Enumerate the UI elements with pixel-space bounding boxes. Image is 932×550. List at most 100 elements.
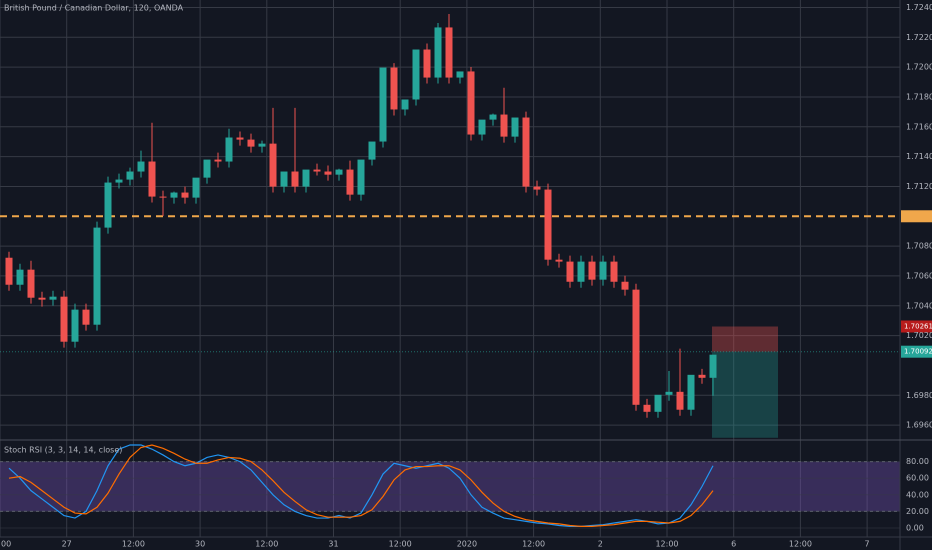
stoch-tick-label: 80.00 [906, 457, 929, 466]
y-tick-label: 1.72000 [906, 63, 932, 72]
entry-tag [901, 345, 932, 358]
candle-body [5, 257, 13, 285]
y-tick-label: 1.70400 [906, 301, 932, 310]
y-tick-label: 1.71800 [906, 92, 932, 101]
candle-body [456, 71, 464, 78]
x-tick-label: 12:00 [255, 540, 278, 549]
candle-body [687, 374, 695, 410]
candle-body [709, 354, 717, 378]
candle-body [247, 139, 255, 147]
candle-body [621, 281, 629, 290]
x-tick-label: 12:00 [655, 540, 678, 549]
candle-body [236, 137, 244, 140]
candle-body [60, 296, 68, 342]
candle-body [379, 67, 387, 142]
x-tick-label: 2020 [457, 540, 477, 549]
candle-body [280, 171, 288, 187]
y-tick-label: 1.70600 [906, 271, 932, 280]
candle-body [434, 27, 442, 78]
stoch-line [8, 444, 714, 527]
candle-body [401, 99, 409, 110]
candle-body [291, 171, 299, 187]
x-tick-label: 30 [195, 540, 205, 549]
candle-body [390, 67, 398, 110]
candle-body [324, 171, 332, 175]
chart-title: British Pound / Canadian Dollar, 120, OA… [4, 4, 184, 13]
entry-tag-label: 1.70092 [904, 348, 932, 356]
y-tick-label: 1.69800 [906, 391, 932, 400]
candle-body [49, 296, 57, 300]
candle-body [82, 309, 90, 325]
x-tick-label: 00 [1, 540, 11, 549]
stop-tag [901, 320, 932, 333]
candle-body [225, 137, 233, 162]
candle-body [203, 159, 211, 178]
candle-body [93, 227, 101, 325]
target-zone [712, 351, 778, 438]
y-tick-label: 1.71600 [906, 122, 932, 131]
candle-body [71, 309, 79, 342]
candle-body [555, 259, 563, 262]
candle-body [126, 171, 134, 180]
candle-body [577, 261, 585, 282]
candle-body [522, 117, 530, 187]
candle-body [181, 192, 189, 198]
x-tick-label: 7 [865, 540, 870, 549]
stoch-tick-label: 40.00 [906, 490, 929, 499]
stoch-tick-label: 60.00 [906, 474, 929, 483]
candle-body [115, 179, 123, 183]
candle-body [346, 169, 354, 195]
candle-body [357, 159, 365, 195]
stop-tag-label: 1.70261 [904, 322, 932, 330]
candle-body [137, 161, 145, 172]
candle-body [38, 297, 46, 300]
stop-zone [712, 326, 778, 352]
x-tick-label: 12:00 [389, 540, 412, 549]
plot: 1.70261 1.70092 [0, 14, 932, 527]
candle-body [335, 169, 343, 175]
candle-body [676, 391, 684, 410]
candle-body [544, 189, 552, 260]
candle-body [258, 143, 266, 147]
candle-body [214, 159, 222, 162]
stoch-tick-label: 20.00 [906, 507, 929, 516]
candle-body [610, 261, 618, 282]
candle-body [500, 114, 508, 137]
candle-body [533, 186, 541, 190]
candle-body [643, 404, 651, 412]
y-tick-label: 1.70800 [906, 242, 932, 251]
candle-body [698, 374, 706, 378]
candle-body [489, 114, 497, 120]
candle-body [27, 269, 35, 298]
y-tick-label: 1.70200 [906, 331, 932, 340]
candle-body [159, 196, 167, 198]
candle-body [654, 394, 662, 412]
candle-body [467, 71, 475, 135]
candle-body [104, 182, 112, 228]
candle-body [632, 289, 640, 405]
candle-body [566, 261, 574, 282]
candle-body [478, 119, 486, 135]
candle-body [269, 143, 277, 187]
x-tick-label: 2 [598, 540, 603, 549]
y-tick-label: 1.71200 [906, 182, 932, 191]
x-tick-label: 12:00 [522, 540, 545, 549]
indicator-title: Stoch RSI (3, 3, 14, 14, close) [4, 446, 122, 455]
stoch-tick-label: 0.00 [906, 524, 924, 533]
candle-body [412, 49, 420, 100]
x-tick-label: 31 [328, 540, 338, 549]
x-tick-label: 6 [731, 540, 736, 549]
x-tick-label: 27 [62, 540, 72, 549]
candle-body [148, 161, 156, 197]
candle-body [511, 117, 519, 137]
candle-body [423, 49, 431, 78]
candle-body [313, 169, 321, 172]
candle-body [445, 27, 453, 78]
candle-body [16, 269, 24, 285]
y-tick-label: 1.72400 [906, 3, 932, 12]
candle-body [192, 177, 200, 198]
candle-body [302, 169, 310, 187]
stoch-line [8, 444, 714, 527]
